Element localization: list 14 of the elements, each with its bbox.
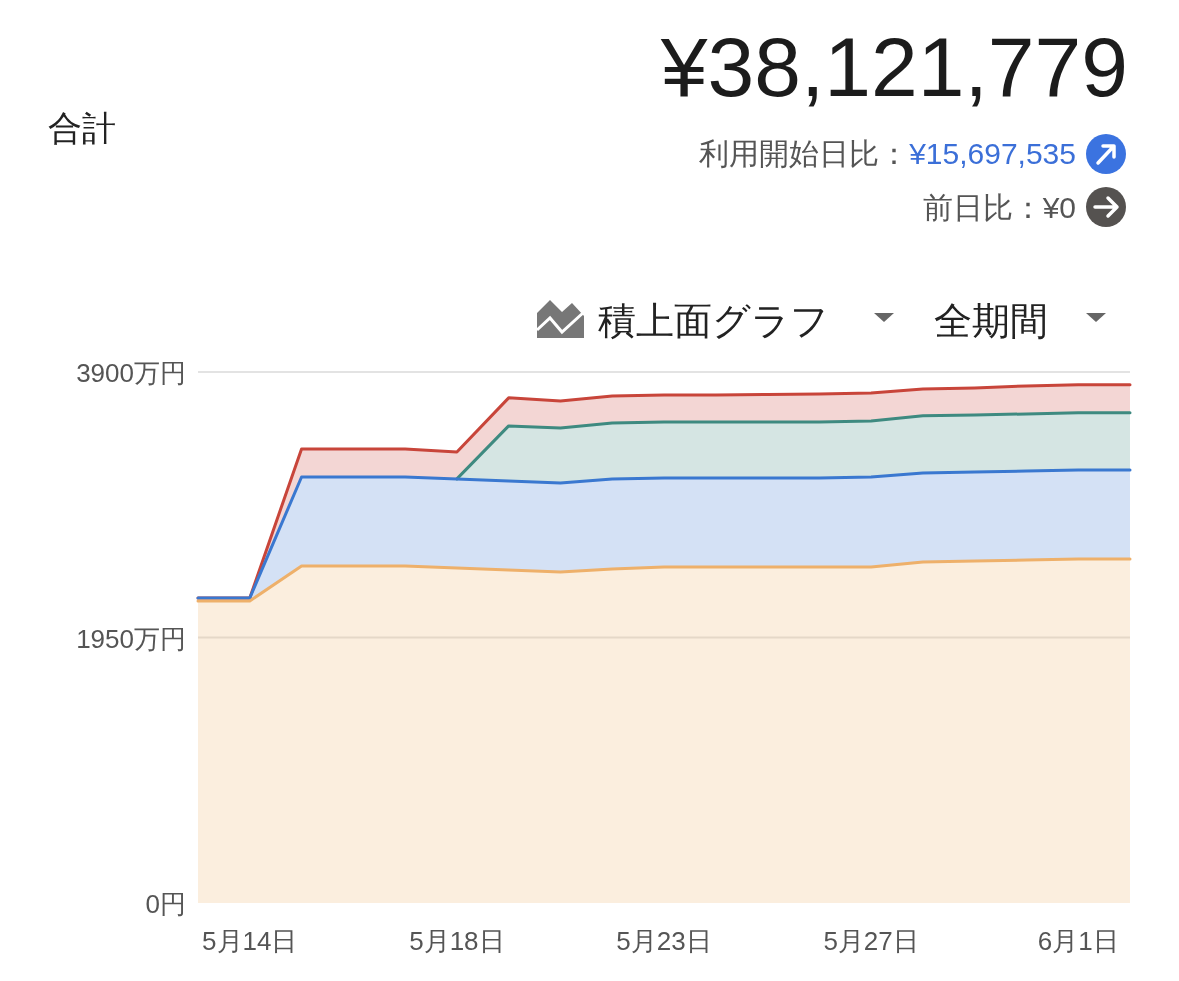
text: 利用開始日比：¥15,697,535	[699, 137, 1076, 170]
x-tick-label: 6月1日	[1037, 926, 1119, 956]
x-tick-label: 5月14日	[202, 926, 298, 956]
chart-subtitle: ¥38,121,779	[659, 20, 1128, 114]
y-tick-label: 0円	[145, 889, 186, 919]
text: 前日比：¥0	[922, 191, 1076, 224]
text: 積上面グラフ	[598, 300, 829, 342]
x-tick-label: 5月27日	[823, 926, 919, 956]
y-tick-label: 3900万円	[76, 358, 186, 388]
y-tick-label: 1950万円	[76, 623, 186, 654]
text: 全期間	[934, 300, 1048, 342]
chart-title: 合計	[48, 109, 116, 147]
x-tick-label: 5月23日	[616, 926, 712, 956]
x-tick-label: 5月18日	[409, 926, 505, 956]
